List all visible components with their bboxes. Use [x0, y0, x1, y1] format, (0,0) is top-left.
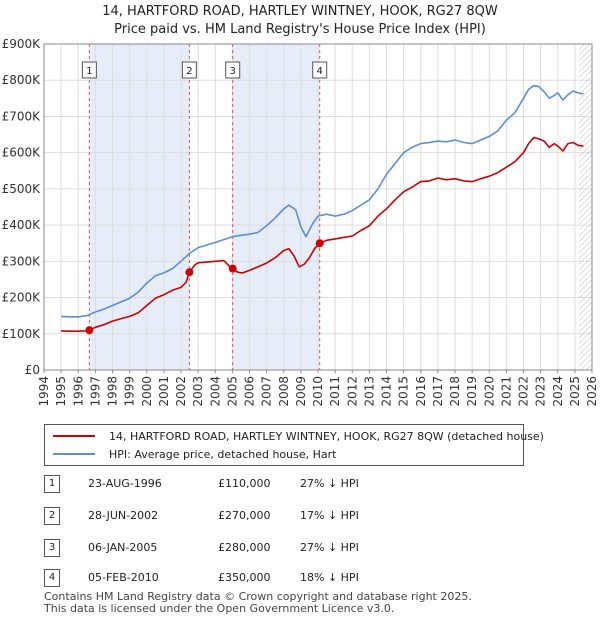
legend-item-property: 14, HARTFORD ROAD, HARTLEY WINTNEY, HOOK…: [53, 428, 544, 444]
transaction-hpi-diff: 17% ↓ HPI: [300, 509, 359, 522]
sale-label: 3: [230, 66, 236, 77]
series-line-property: [61, 136, 584, 333]
x-tick-label: 2016: [414, 376, 428, 407]
y-tick-label: £700K: [2, 109, 42, 123]
sale-label-box: [225, 61, 241, 79]
x-tick-label: 2021: [499, 376, 513, 407]
legend-label-property: 14, HARTFORD ROAD, HARTLEY WINTNEY, HOOK…: [109, 429, 544, 443]
transaction-row: 2 28-JUN-2002 £270,000 17% ↓ HPI: [0, 506, 600, 526]
series-line-hpi: [61, 84, 584, 318]
legend: 14, HARTFORD ROAD, HARTLEY WINTNEY, HOOK…: [44, 424, 544, 466]
x-tick-label: 2025: [568, 376, 582, 407]
y-tick-label: £800K: [2, 73, 42, 87]
x-tick-label: 2000: [140, 376, 154, 407]
transaction-number: 2: [44, 507, 60, 525]
transaction-date: 06-JAN-2005: [88, 541, 158, 554]
sale-label-box: [81, 61, 97, 79]
x-tick-label: 2011: [328, 376, 342, 407]
x-tick-label: 1994: [37, 376, 51, 407]
x-tick-label: 2015: [397, 376, 411, 407]
x-tick-label: 2022: [517, 376, 531, 407]
x-tick-label: 2009: [294, 376, 308, 407]
transaction-row: 3 06-JAN-2005 £280,000 27% ↓ HPI: [0, 538, 600, 558]
transaction-date: 05-FEB-2010: [88, 571, 159, 584]
x-tick-label: 2001: [157, 376, 171, 407]
x-tick-label: 2006: [243, 376, 257, 407]
y-tick-label: £400K: [2, 218, 42, 232]
transaction-number: 4: [44, 569, 60, 587]
x-tick-label: 2002: [174, 376, 188, 407]
sale-point: [85, 326, 94, 335]
x-tick-label: 1999: [123, 376, 137, 407]
sale-point: [228, 264, 237, 273]
sale-label-box: [181, 61, 197, 79]
sale-label-box: [312, 61, 328, 79]
x-tick-label: 2026: [585, 376, 599, 407]
legend-item-hpi: HPI: Average price, detached house, Hart: [53, 446, 336, 462]
x-tick-label: 1998: [106, 376, 120, 407]
y-tick-label: £200K: [2, 291, 42, 305]
legend-swatch-hpi: [53, 453, 95, 455]
footer-copyright: Contains HM Land Registry data © Crown c…: [44, 590, 472, 603]
x-tick-label: 1995: [54, 376, 68, 407]
transaction-price: £270,000: [218, 509, 271, 522]
transaction-row: 1 23-AUG-1996 £110,000 27% ↓ HPI: [0, 474, 600, 494]
legend-swatch-property: [53, 435, 95, 437]
transaction-row: 4 05-FEB-2010 £350,000 18% ↓ HPI: [0, 568, 600, 588]
x-tick-label: 2007: [260, 376, 274, 407]
sale-label: 4: [317, 66, 323, 77]
transaction-date: 28-JUN-2002: [88, 509, 159, 522]
transaction-number: 3: [44, 539, 60, 557]
x-tick-label: 2019: [465, 376, 479, 407]
y-tick-label: £600K: [2, 146, 42, 160]
x-tick-label: 2005: [225, 376, 239, 407]
y-tick-label: £500K: [2, 182, 42, 196]
x-tick-label: 2014: [380, 376, 394, 407]
transaction-price: £350,000: [218, 571, 271, 584]
chart-subtitle: Price paid vs. HM Land Registry's House …: [114, 22, 486, 37]
x-tick-label: 2003: [191, 376, 205, 407]
transaction-number: 1: [44, 475, 60, 493]
projection-hatch: [579, 44, 592, 370]
y-tick-label: £300K: [2, 254, 42, 268]
x-tick-label: 2024: [551, 376, 565, 407]
x-tick-label: 2008: [277, 376, 291, 407]
chart-title: 14, HARTFORD ROAD, HARTLEY WINTNEY, HOOK…: [102, 4, 498, 19]
sale-label: 2: [186, 66, 192, 77]
legend-label-hpi: HPI: Average price, detached house, Hart: [109, 447, 337, 461]
x-tick-label: 2004: [208, 376, 222, 407]
x-tick-label: 1997: [88, 376, 102, 407]
x-tick-label: 2017: [431, 376, 445, 407]
x-tick-label: 2013: [362, 376, 376, 407]
sale-point: [185, 268, 194, 277]
x-tick-label: 2010: [311, 376, 325, 407]
y-tick-label: £100K: [2, 327, 42, 341]
transaction-price: £110,000: [218, 477, 271, 490]
sale-point: [315, 239, 324, 248]
x-tick-label: 2012: [345, 376, 359, 407]
footer-license: This data is licensed under the Open Gov…: [44, 602, 395, 615]
y-tick-label: £0: [25, 363, 40, 377]
transaction-hpi-diff: 27% ↓ HPI: [300, 477, 359, 490]
x-tick-label: 2020: [482, 376, 496, 407]
transaction-date: 23-AUG-1996: [88, 477, 162, 490]
transaction-price: £280,000: [218, 541, 271, 554]
transaction-hpi-diff: 27% ↓ HPI: [300, 541, 359, 554]
x-tick-label: 2023: [534, 376, 548, 407]
ownership-period-shade: [89, 44, 190, 370]
ownership-period-shade: [232, 44, 320, 370]
transaction-hpi-diff: 18% ↓ HPI: [300, 571, 359, 584]
x-tick-label: 2018: [448, 376, 462, 407]
y-tick-label: £900K: [2, 37, 42, 51]
x-tick-label: 1996: [71, 376, 85, 407]
sale-label: 1: [86, 66, 92, 77]
price-chart: 1 2 3 4 £0 £100K £200K £300K £400K £500K £600K £700…: [2, 37, 599, 407]
